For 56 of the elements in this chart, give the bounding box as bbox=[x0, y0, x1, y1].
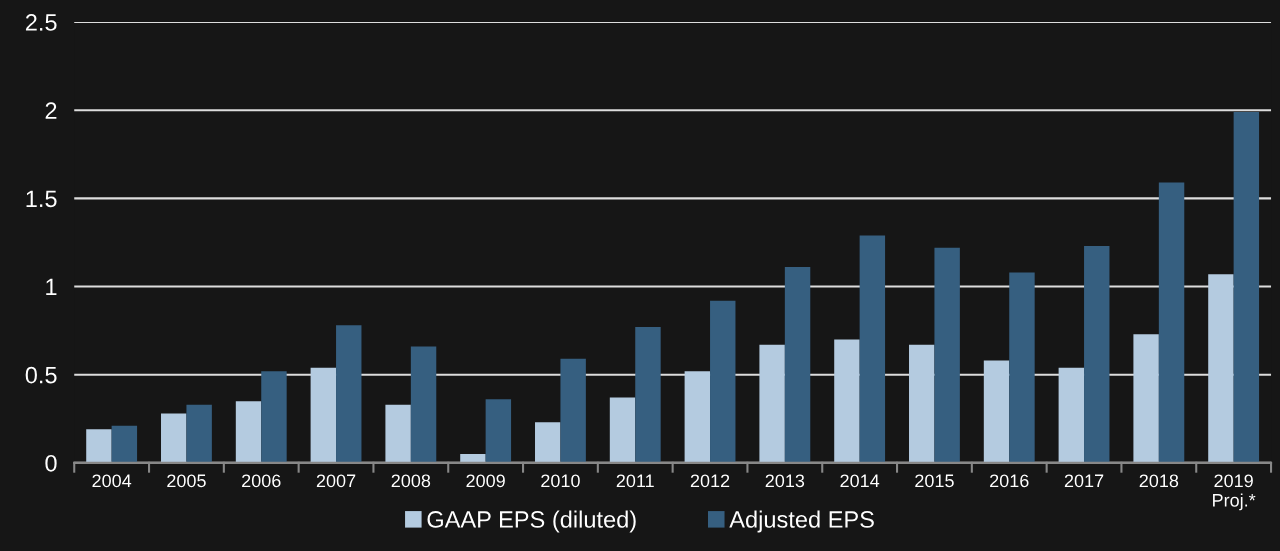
bar bbox=[261, 371, 287, 463]
bar bbox=[535, 422, 561, 463]
bar bbox=[1009, 272, 1035, 463]
x-tick-label: 2012 bbox=[690, 474, 730, 488]
legend-label: GAAP EPS (diluted) bbox=[427, 510, 636, 533]
x-tick-label: 2017 bbox=[1064, 474, 1104, 488]
bar bbox=[635, 327, 661, 463]
x-tick-label: 2016 bbox=[990, 474, 1029, 488]
bar bbox=[111, 425, 138, 463]
bar bbox=[684, 371, 711, 463]
bar bbox=[909, 344, 935, 463]
x-tick-label: 2007 bbox=[316, 474, 356, 488]
bar bbox=[1133, 334, 1159, 463]
bar bbox=[983, 360, 1010, 463]
bar bbox=[1158, 182, 1185, 463]
bar bbox=[460, 454, 486, 463]
y-tick-label: 0.5 bbox=[25, 366, 57, 384]
bar bbox=[609, 397, 636, 463]
bar bbox=[1208, 274, 1234, 463]
bar bbox=[485, 399, 512, 463]
bar bbox=[710, 300, 736, 463]
x-tick-label: 2019 Proj.* bbox=[1213, 474, 1256, 511]
bar bbox=[385, 404, 411, 463]
bar bbox=[310, 367, 337, 463]
bar bbox=[759, 344, 785, 463]
y-tick-label: 0 bbox=[45, 454, 57, 472]
x-tick-label: 2011 bbox=[616, 474, 654, 488]
bar bbox=[161, 413, 187, 463]
y-tick-label: 1 bbox=[46, 278, 57, 296]
bar bbox=[560, 358, 586, 463]
y-tick-label: 2 bbox=[45, 102, 57, 119]
x-tick-label: 2013 bbox=[765, 474, 805, 488]
y-tick-label: 2.5 bbox=[25, 14, 57, 31]
x-tick-label: 2015 bbox=[915, 474, 954, 488]
x-tick-label: 2018 bbox=[1139, 474, 1179, 488]
x-tick-label: 2014 bbox=[840, 474, 880, 488]
x-tick-label: 2010 bbox=[541, 474, 580, 488]
bar bbox=[859, 235, 886, 463]
bar bbox=[410, 346, 437, 463]
legend-label: Adjusted EPS bbox=[729, 510, 874, 533]
bar bbox=[86, 429, 112, 463]
y-tick-label: 1.5 bbox=[26, 190, 57, 208]
bar bbox=[1233, 111, 1260, 463]
bar bbox=[235, 401, 262, 463]
bar bbox=[934, 247, 960, 463]
bar bbox=[1058, 367, 1085, 463]
x-tick-label: 2008 bbox=[391, 474, 431, 488]
bar bbox=[336, 325, 362, 463]
bar bbox=[186, 404, 212, 463]
x-tick-label: 2006 bbox=[242, 474, 281, 488]
bar bbox=[1084, 245, 1110, 463]
x-tick-label: 2004 bbox=[92, 474, 132, 488]
bar bbox=[784, 267, 811, 463]
bar bbox=[834, 339, 860, 463]
x-tick-label: 2005 bbox=[167, 474, 206, 488]
x-tick-label: 2009 bbox=[466, 474, 505, 488]
